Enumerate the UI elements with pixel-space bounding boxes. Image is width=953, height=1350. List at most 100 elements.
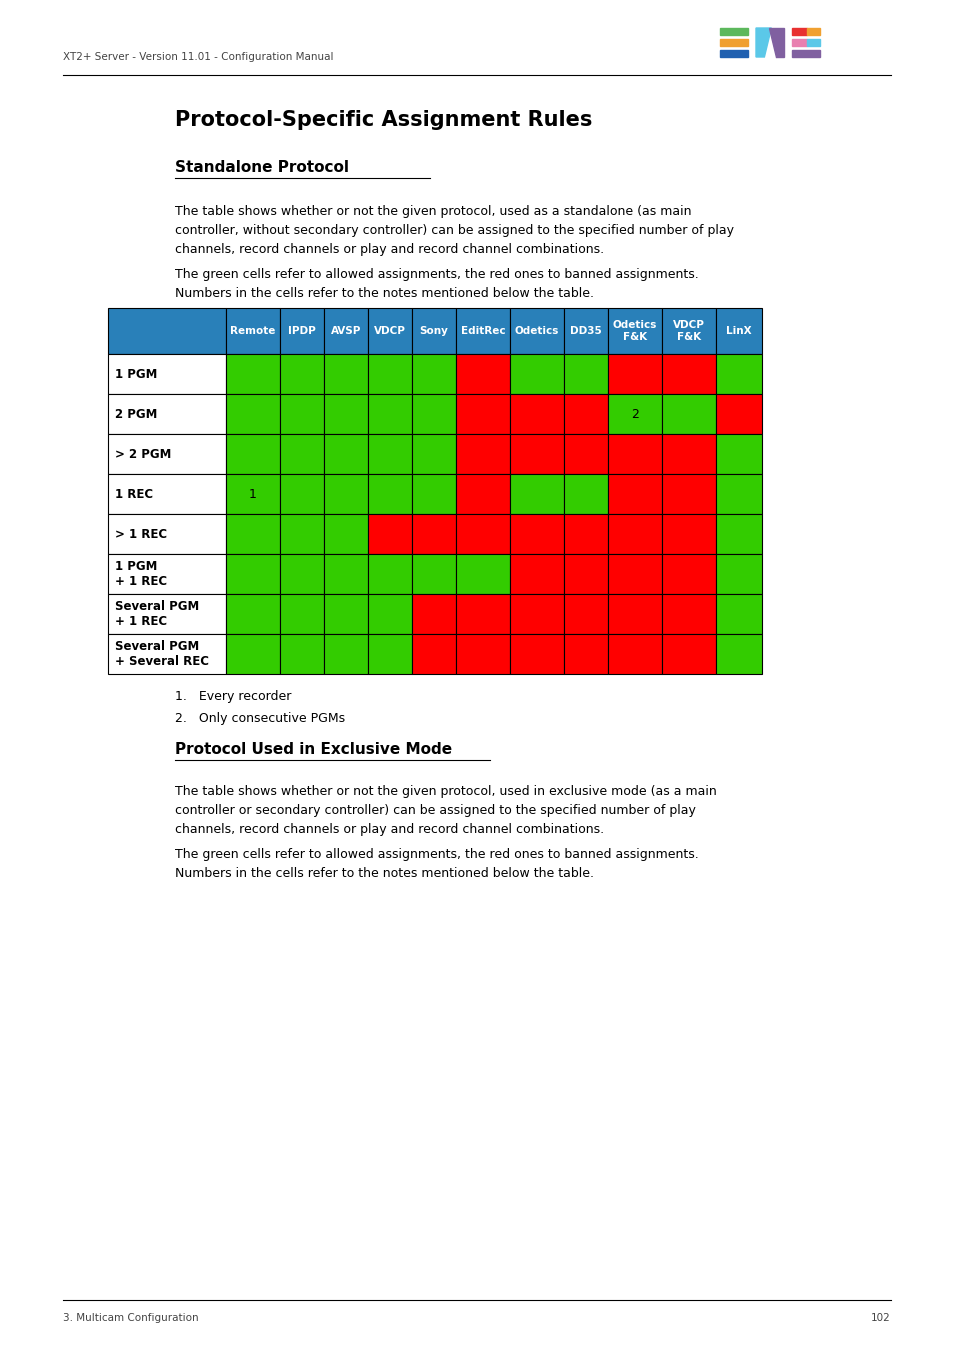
Bar	[607, 308, 661, 354]
Bar	[108, 474, 226, 514]
Bar	[108, 354, 226, 394]
Bar	[108, 634, 226, 674]
Bar	[607, 594, 661, 634]
Bar	[563, 594, 607, 634]
Text: 1 PGM
+ 1 REC: 1 PGM + 1 REC	[115, 560, 167, 589]
Bar	[607, 394, 661, 433]
Bar	[456, 433, 510, 474]
Bar	[368, 308, 412, 354]
Bar	[280, 554, 324, 594]
Text: The table shows whether or not the given protocol, used in exclusive mode (as a : The table shows whether or not the given…	[174, 784, 716, 836]
Bar	[412, 594, 456, 634]
Text: The table shows whether or not the given protocol, used as a standalone (as main: The table shows whether or not the given…	[174, 205, 733, 256]
Bar	[563, 554, 607, 594]
Bar	[108, 308, 226, 354]
Bar	[368, 354, 412, 394]
Bar	[412, 354, 456, 394]
Text: The green cells refer to allowed assignments, the red ones to banned assignments: The green cells refer to allowed assignm…	[174, 848, 698, 880]
Polygon shape	[755, 28, 771, 57]
Bar	[324, 554, 368, 594]
Bar	[226, 514, 280, 554]
Text: > 1 REC: > 1 REC	[115, 528, 167, 540]
Bar	[324, 433, 368, 474]
Text: 2: 2	[630, 408, 639, 420]
Bar	[226, 354, 280, 394]
Bar	[563, 634, 607, 674]
Polygon shape	[768, 28, 783, 57]
Bar	[716, 394, 761, 433]
Bar	[510, 474, 563, 514]
Bar	[510, 433, 563, 474]
Bar	[324, 354, 368, 394]
Bar	[661, 554, 716, 594]
Bar	[368, 433, 412, 474]
Bar	[226, 554, 280, 594]
Bar	[226, 394, 280, 433]
Bar	[510, 634, 563, 674]
Text: DD35: DD35	[570, 325, 601, 336]
Bar	[661, 514, 716, 554]
Bar	[280, 433, 324, 474]
Text: 2 PGM: 2 PGM	[115, 408, 157, 420]
Bar	[716, 354, 761, 394]
Bar	[108, 554, 226, 594]
Text: VDCP
F&K: VDCP F&K	[673, 320, 704, 342]
Bar	[607, 354, 661, 394]
Bar	[412, 634, 456, 674]
Text: 1.   Every recorder: 1. Every recorder	[174, 690, 291, 703]
Text: Standalone Protocol: Standalone Protocol	[174, 161, 349, 176]
Bar	[720, 28, 747, 35]
Text: 2.   Only consecutive PGMs: 2. Only consecutive PGMs	[174, 711, 345, 725]
Text: The green cells refer to allowed assignments, the red ones to banned assignments: The green cells refer to allowed assignm…	[174, 269, 698, 300]
Bar	[791, 39, 806, 46]
Bar	[280, 308, 324, 354]
Bar	[720, 50, 747, 57]
Bar	[324, 594, 368, 634]
Bar	[716, 634, 761, 674]
Bar	[791, 50, 820, 57]
Text: 1: 1	[249, 487, 256, 501]
Bar	[661, 308, 716, 354]
Bar	[226, 433, 280, 474]
Bar	[368, 514, 412, 554]
Bar	[412, 554, 456, 594]
Text: Odetics
F&K: Odetics F&K	[612, 320, 657, 342]
Bar	[456, 514, 510, 554]
Bar	[456, 474, 510, 514]
Bar	[456, 554, 510, 594]
Bar	[456, 594, 510, 634]
Bar	[510, 514, 563, 554]
Bar	[510, 594, 563, 634]
Bar	[661, 594, 716, 634]
Text: > 2 PGM: > 2 PGM	[115, 447, 172, 460]
Bar	[563, 433, 607, 474]
Text: Several PGM
+ 1 REC: Several PGM + 1 REC	[115, 599, 199, 628]
Bar	[607, 514, 661, 554]
Bar	[368, 394, 412, 433]
Bar	[720, 39, 747, 46]
Text: 1 REC: 1 REC	[115, 487, 153, 501]
Bar	[108, 433, 226, 474]
Bar	[226, 594, 280, 634]
Bar	[280, 594, 324, 634]
Text: EditRec: EditRec	[460, 325, 505, 336]
Bar	[716, 433, 761, 474]
Bar	[661, 394, 716, 433]
Bar	[456, 634, 510, 674]
Text: VDCP: VDCP	[374, 325, 406, 336]
Bar	[661, 433, 716, 474]
Bar	[324, 394, 368, 433]
Bar	[563, 394, 607, 433]
Bar	[108, 514, 226, 554]
Bar	[607, 474, 661, 514]
Bar	[412, 433, 456, 474]
Bar	[563, 514, 607, 554]
Bar	[607, 433, 661, 474]
Bar	[368, 634, 412, 674]
Bar	[324, 514, 368, 554]
Bar	[324, 308, 368, 354]
Text: Protocol-Specific Assignment Rules: Protocol-Specific Assignment Rules	[174, 109, 592, 130]
Bar	[412, 474, 456, 514]
Bar	[716, 474, 761, 514]
Bar	[716, 554, 761, 594]
